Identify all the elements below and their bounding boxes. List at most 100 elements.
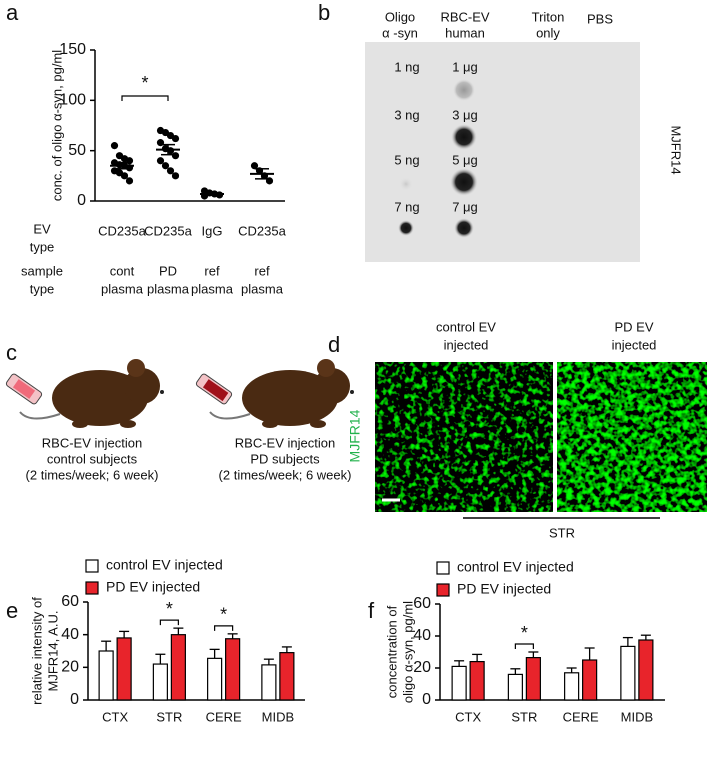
- legend-swatch: [436, 583, 450, 597]
- significance-bracket: [159, 619, 179, 626]
- bar: [261, 664, 277, 701]
- row-label: type: [30, 239, 55, 254]
- x-tick-label: CTX: [455, 709, 481, 724]
- significance-mark: *: [220, 605, 227, 625]
- bar: [98, 650, 114, 701]
- panel-letter: b: [318, 0, 330, 25]
- sample-type-label: ref: [254, 263, 270, 278]
- bar: [620, 645, 636, 701]
- blot-row-label: 7 ng: [394, 199, 419, 214]
- y-axis-label: oligo α-syn, pg/ml: [400, 601, 415, 703]
- micrograph-column: injected: [612, 337, 657, 352]
- y-tick-label: 100: [59, 92, 86, 109]
- micrograph-column: injected: [444, 337, 489, 352]
- sample-type-label: plasma: [147, 281, 190, 296]
- micrograph-column: control EV: [436, 319, 496, 334]
- x-tick-label: CERE: [563, 709, 599, 724]
- significance-bracket: [121, 95, 169, 101]
- blot-spot: [399, 177, 413, 191]
- injection-label: PD subjects: [250, 451, 320, 466]
- data-point: [156, 157, 165, 165]
- x-tick-label: MIDB: [621, 709, 654, 724]
- blot-column: RBC-EV: [440, 9, 489, 24]
- mouse-illustration: [195, 359, 354, 428]
- y-axis-label: concentration of: [384, 605, 399, 698]
- bar: [582, 659, 598, 701]
- legend-label: control EV injected: [106, 557, 223, 573]
- legend-label: PD EV injected: [457, 581, 551, 597]
- legend-swatch: [85, 581, 99, 595]
- sample-type-label: plasma: [101, 281, 144, 296]
- sample-type-label: plasma: [241, 281, 284, 296]
- micrograph-column: PD EV: [614, 319, 653, 334]
- row-label: type: [30, 281, 55, 296]
- bar: [638, 639, 654, 701]
- injection-label: control subjects: [47, 451, 138, 466]
- blot-row-label: 7 μg: [452, 199, 478, 214]
- data-point: [110, 142, 119, 150]
- significance-mark: *: [521, 623, 528, 643]
- legend-swatch: [85, 559, 99, 573]
- data-point: [166, 167, 175, 175]
- x-tick-label: CD235a: [238, 223, 286, 238]
- micrograph: [375, 362, 553, 512]
- blot-antibody: MJFR14: [669, 125, 684, 174]
- blot-spot: [453, 79, 475, 101]
- blot-column: PBS: [587, 11, 613, 26]
- bar: [525, 656, 541, 701]
- sample-type-label: cont: [110, 263, 135, 278]
- panel-letter: a: [6, 0, 19, 25]
- bar: [564, 672, 580, 701]
- bar: [279, 652, 295, 701]
- data-point: [161, 162, 170, 170]
- bar: [451, 665, 467, 701]
- micrograph-antibody: MJFR14: [347, 409, 363, 462]
- micrograph-region: STR: [549, 525, 575, 540]
- significance-bracket: [514, 643, 534, 649]
- panel-letter: d: [328, 332, 340, 357]
- data-point: [171, 172, 180, 180]
- legend-label: control EV injected: [457, 559, 574, 575]
- legend-swatch: [436, 561, 450, 575]
- significance-bracket: [214, 625, 234, 631]
- injection-label: (2 times/week; 6 week): [26, 467, 159, 482]
- row-label: sample: [21, 263, 63, 278]
- y-tick-label: 20: [61, 659, 79, 676]
- blot-column: only: [536, 25, 560, 40]
- panel-letter: c: [6, 340, 17, 365]
- y-axis-label: relative intensity of: [29, 597, 44, 705]
- bar: [116, 637, 132, 701]
- row-label: EV: [33, 221, 51, 236]
- micrograph: [557, 362, 707, 512]
- x-tick-label: IgG: [202, 223, 223, 238]
- dot-blot: [365, 42, 640, 262]
- blot-row-label: 1 μg: [452, 59, 478, 74]
- bar: [225, 638, 241, 701]
- x-tick-label: STR: [156, 709, 182, 724]
- injection-label: RBC-EV injection: [235, 435, 335, 450]
- data-point: [250, 162, 259, 170]
- bar: [207, 657, 223, 701]
- blot-column: α -syn: [382, 25, 418, 40]
- blot-spot: [398, 220, 414, 236]
- y-tick-label: 50: [68, 142, 86, 159]
- blot-spot: [451, 124, 477, 150]
- y-tick-label: 20: [413, 659, 431, 676]
- panel-letter: f: [368, 598, 375, 623]
- y-tick-label: 0: [422, 691, 431, 708]
- blot-column: human: [445, 25, 485, 40]
- mouse-illustration: [5, 359, 164, 428]
- sample-type-label: PD: [159, 263, 177, 278]
- y-tick-label: 0: [70, 691, 79, 708]
- panel-letter: e: [6, 598, 18, 623]
- data-point: [120, 172, 129, 180]
- x-tick-label: CD235a: [144, 223, 192, 238]
- significance-mark: *: [141, 73, 148, 93]
- injection-label: (2 times/week; 6 week): [219, 467, 352, 482]
- injection-label: RBC-EV injection: [42, 435, 142, 450]
- blot-row-label: 1 ng: [394, 59, 419, 74]
- blot-column: Triton: [532, 9, 565, 24]
- bar: [507, 673, 523, 701]
- bar: [469, 660, 485, 701]
